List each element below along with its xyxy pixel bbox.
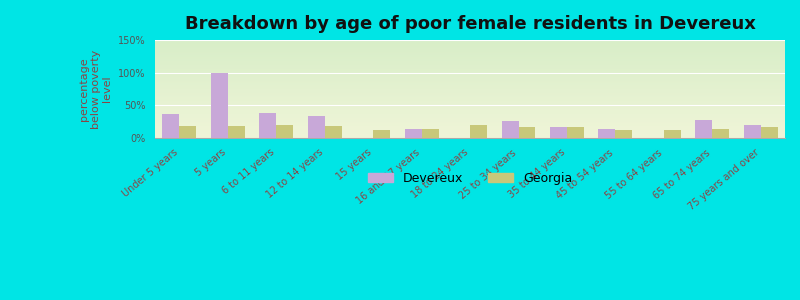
Bar <box>228 126 245 138</box>
Y-axis label: percentage
below poverty
level: percentage below poverty level <box>79 49 112 128</box>
Legend: Devereux, Georgia: Devereux, Georgia <box>362 167 578 190</box>
Bar <box>308 116 325 138</box>
Bar <box>373 130 390 138</box>
Bar <box>712 129 730 138</box>
Bar <box>470 124 487 138</box>
Bar <box>695 120 712 138</box>
Title: Breakdown by age of poor female residents in Devereux: Breakdown by age of poor female resident… <box>185 15 755 33</box>
Bar <box>550 127 567 138</box>
Bar <box>422 128 438 138</box>
Bar <box>567 127 584 138</box>
Bar <box>664 130 681 138</box>
Bar <box>761 127 778 138</box>
Bar <box>518 127 535 138</box>
Bar <box>259 113 276 138</box>
Bar <box>615 130 632 138</box>
Bar <box>598 129 615 138</box>
Bar <box>325 126 342 138</box>
Bar <box>276 125 293 138</box>
Bar <box>744 125 761 138</box>
Bar <box>502 122 518 138</box>
Bar <box>211 73 228 138</box>
Bar <box>162 114 179 138</box>
Bar <box>405 129 422 138</box>
Bar <box>179 126 196 138</box>
